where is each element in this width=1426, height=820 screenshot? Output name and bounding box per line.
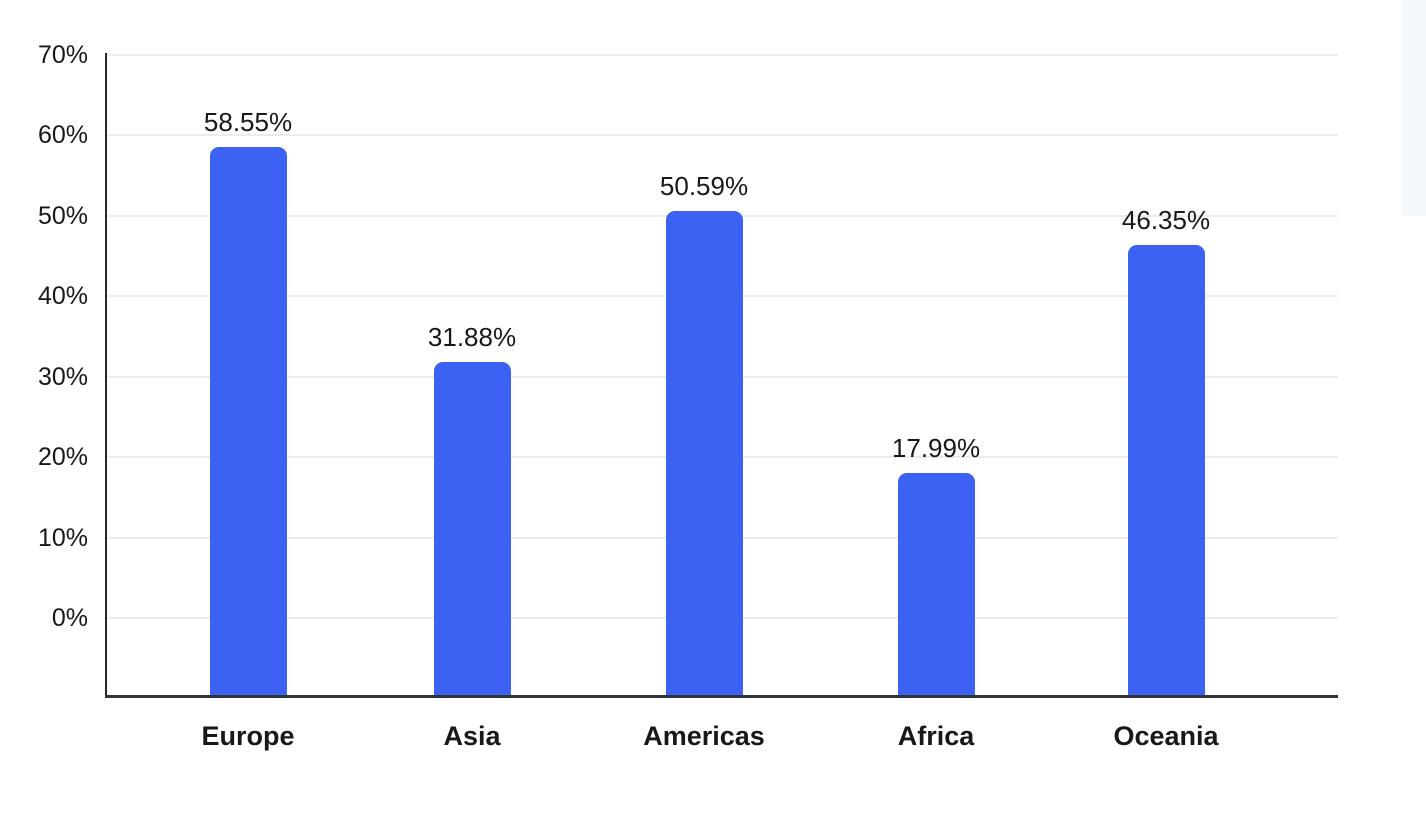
bar-value-label-oceania: 46.35% <box>1121 205 1211 236</box>
y-tick-label-30%: 30% <box>37 362 88 391</box>
y-tick-label-60%: 60% <box>37 121 88 150</box>
y-tick-label-10%: 10% <box>37 523 88 552</box>
x-axis-label-asia: Asia <box>443 721 501 751</box>
x-axis-label-europe: Europe <box>201 721 295 751</box>
bar-value-label-americas: 50.59% <box>659 171 749 202</box>
y-tick-label-0%: 0% <box>51 604 88 632</box>
y-tick-label-50%: 50% <box>37 201 88 230</box>
x-axis-line <box>105 695 1338 698</box>
bar-asia[interactable] <box>433 361 511 697</box>
bar-value-label-europe: 58.55% <box>203 107 293 138</box>
x-axis-label-americas: Americas <box>643 721 765 751</box>
y-tick-label-20%: 20% <box>37 443 88 472</box>
y-axis-line <box>105 53 107 697</box>
gridline-60% <box>107 134 1338 137</box>
bar-europe[interactable] <box>209 147 287 697</box>
bar-africa[interactable] <box>897 473 975 697</box>
bar-value-label-asia: 31.88% <box>427 321 517 352</box>
bar-value-label-africa: 17.99% <box>891 433 981 464</box>
y-tick-label-40%: 40% <box>37 282 88 311</box>
adjacent-panel-strip <box>1402 0 1426 216</box>
x-axis-label-oceania: Oceania <box>1113 721 1219 751</box>
bar-oceania[interactable] <box>1127 245 1205 697</box>
bar-americas[interactable] <box>665 211 743 697</box>
gridline-70% <box>107 53 1338 56</box>
x-axis-label-africa: Africa <box>897 721 975 751</box>
y-tick-label-70%: 70% <box>37 40 88 69</box>
